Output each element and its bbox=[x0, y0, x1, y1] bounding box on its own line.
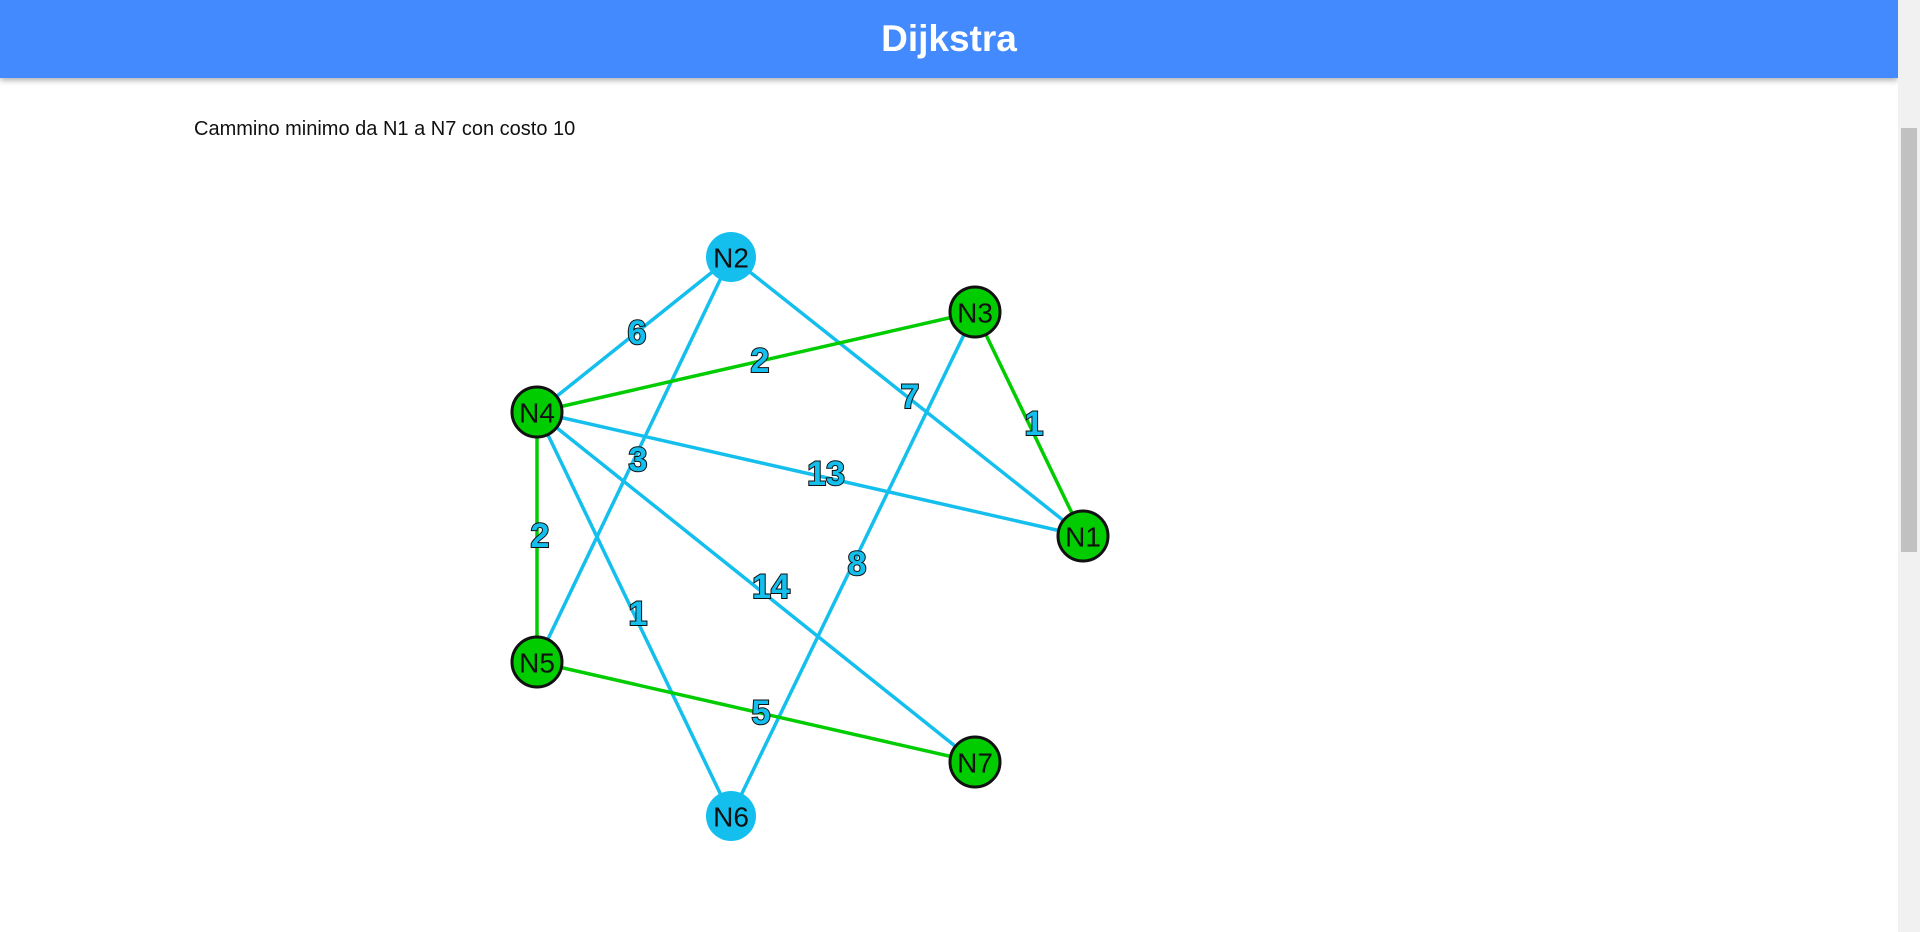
shortest-path-result: Cammino minimo da N1 a N7 con costo 10 bbox=[194, 118, 576, 140]
edge-n3-n6 bbox=[729, 311, 977, 817]
edge-n3-n1 bbox=[973, 311, 1085, 537]
node-label: N7 bbox=[957, 748, 993, 779]
vertical-scrollbar[interactable] bbox=[1898, 0, 1920, 932]
node-label: N1 bbox=[1065, 522, 1101, 553]
node-n4[interactable]: N4 bbox=[510, 385, 564, 439]
node-circle[interactable] bbox=[706, 791, 756, 841]
node-n7[interactable]: N7 bbox=[948, 735, 1002, 789]
edge-n4-n6 bbox=[535, 411, 733, 817]
edge-weight-label: 14 bbox=[752, 568, 790, 606]
node-label: N4 bbox=[519, 398, 555, 429]
node-n1[interactable]: N1 bbox=[1056, 509, 1110, 563]
edge-n4-n7 bbox=[535, 410, 977, 764]
edge-n2-n1 bbox=[729, 255, 1085, 538]
node-label: N5 bbox=[519, 648, 555, 679]
edge-weight-label: 8 bbox=[848, 545, 867, 583]
edge-weight-label: 6 bbox=[628, 314, 647, 352]
edge-weight-label: 1 bbox=[1025, 405, 1044, 443]
node-circle[interactable] bbox=[948, 285, 1002, 339]
edge-n2-n5 bbox=[535, 256, 733, 663]
edge-weight-label: 5 bbox=[752, 694, 771, 732]
node-n3[interactable]: N3 bbox=[948, 285, 1002, 339]
edge-n5-n7 bbox=[536, 660, 976, 764]
edges-layer bbox=[535, 255, 1085, 817]
node-circle[interactable] bbox=[510, 635, 564, 689]
edge-n2-n4 bbox=[535, 255, 733, 414]
edge-weight-label: 3 bbox=[629, 441, 648, 479]
scrollbar-thumb[interactable] bbox=[1901, 128, 1917, 552]
node-circle[interactable] bbox=[948, 735, 1002, 789]
edge-weight-label: 2 bbox=[751, 342, 770, 380]
page-title: Dijkstra bbox=[881, 18, 1017, 59]
app-header: Dijkstra bbox=[0, 0, 1898, 78]
node-label: N6 bbox=[713, 802, 749, 833]
edge-weight-label: 1 bbox=[629, 595, 648, 633]
node-circle[interactable] bbox=[706, 232, 756, 282]
edge-n3-n4 bbox=[536, 310, 976, 414]
edge-weight-label: 13 bbox=[807, 455, 845, 493]
node-circle[interactable] bbox=[1056, 509, 1110, 563]
edge-weight-label: 7 bbox=[901, 378, 920, 416]
node-n5[interactable]: N5 bbox=[510, 635, 564, 689]
node-label: N2 bbox=[713, 243, 749, 274]
edge-n4-n1 bbox=[536, 410, 1084, 538]
edge-weight-label: 2 bbox=[531, 517, 550, 555]
edge-labels-layer: 6 3 7 2 1 8 13 2 1 14 5 bbox=[530, 313, 1045, 733]
node-label: N3 bbox=[957, 298, 993, 329]
nodes-layer: N1 N2 N3 N4 N5 N6 N7 bbox=[510, 232, 1110, 841]
node-n2[interactable]: N2 bbox=[706, 232, 756, 282]
node-n6[interactable]: N6 bbox=[706, 791, 756, 841]
node-circle[interactable] bbox=[510, 385, 564, 439]
